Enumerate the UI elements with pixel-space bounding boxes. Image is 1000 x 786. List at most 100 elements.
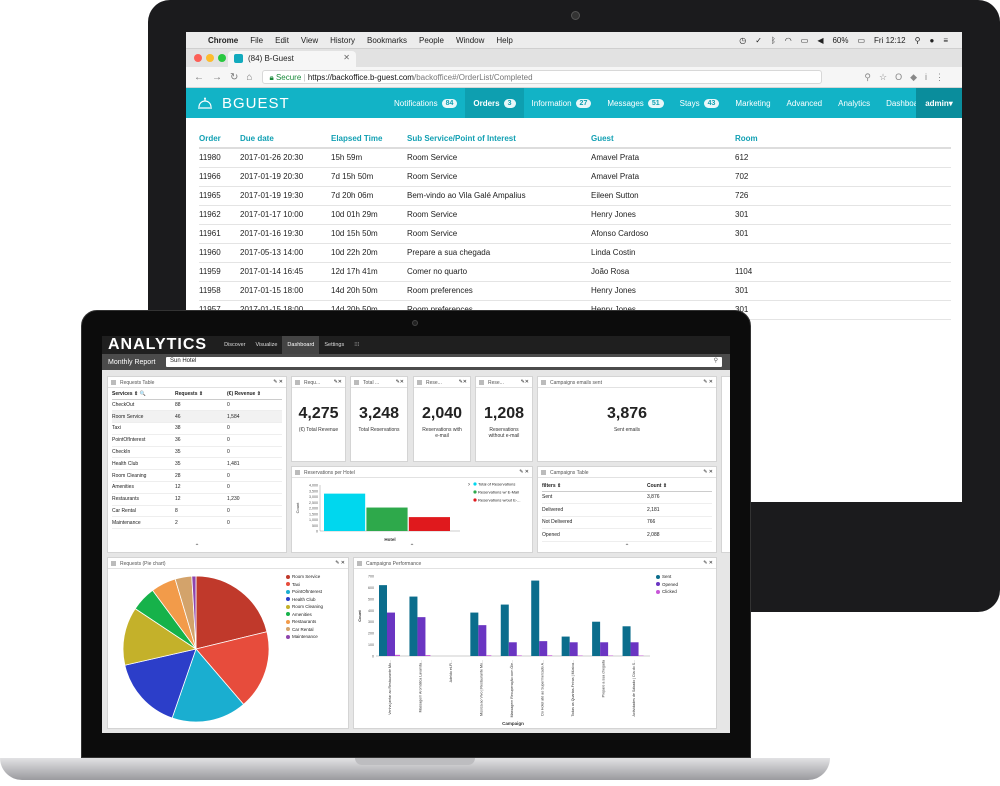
tab-dashboard[interactable]: Dashboard: [282, 336, 320, 354]
menu-people[interactable]: People: [419, 35, 444, 45]
table-row[interactable]: 11962 2017-01-17 10:00 10d 01h 29m Room Ser…: [199, 205, 951, 225]
col-elapsed[interactable]: Elapsed Time: [331, 130, 407, 149]
airplay-icon[interactable]: ▭: [800, 36, 809, 45]
table-row[interactable]: 11960 2017-05-13 14:00 10d 22h 20m Prepare …: [199, 243, 951, 263]
panel-controls-icon[interactable]: ✎✕: [395, 379, 404, 385]
menu-file[interactable]: File: [250, 35, 264, 45]
menu-history[interactable]: History: [330, 35, 356, 45]
tab-close-icon[interactable]: ✕: [343, 53, 350, 62]
brand-logo[interactable]: BGUEST: [196, 95, 290, 112]
col-revenue[interactable]: (€) Revenue ⇕: [227, 390, 282, 400]
col-count[interactable]: Count ⇕: [647, 482, 712, 492]
panel-controls-icon[interactable]: ✎ ✕: [703, 379, 713, 385]
col-room[interactable]: Room: [735, 130, 951, 149]
table-row[interactable]: 11958 2017-01-15 18:00 14d 20h 50m Room pre…: [199, 281, 951, 301]
legend-item[interactable]: Room Service: [286, 573, 348, 581]
expand-caret-icon[interactable]: ⌃: [624, 544, 630, 550]
expand-caret-icon[interactable]: ⌃: [409, 544, 415, 550]
menu-help[interactable]: Help: [496, 35, 513, 45]
close-window-button[interactable]: [194, 54, 202, 62]
extension-icons[interactable]: ⚲☆O◆i⋮: [864, 72, 952, 82]
panel-controls-icon[interactable]: ✎ ✕: [703, 469, 713, 475]
expand-caret-icon[interactable]: ⌃: [194, 544, 200, 550]
tab-apps[interactable]: ⁝⁝⁝: [354, 342, 360, 348]
nav-marketing[interactable]: Marketing: [727, 88, 778, 118]
home-icon[interactable]: ⌂: [246, 71, 253, 83]
table-row[interactable]: Delivered 2,181: [542, 503, 712, 517]
nav-dashboard[interactable]: Dashboard: [878, 88, 933, 118]
siri-icon[interactable]: ●: [929, 36, 935, 45]
battery-icon[interactable]: ▭: [857, 36, 866, 45]
nav-orders[interactable]: Orders 3: [465, 88, 524, 118]
table-row[interactable]: Amenities 12 0: [112, 481, 282, 494]
legend-item[interactable]: Restaurants: [286, 618, 348, 626]
table-row[interactable]: Car Rental 8 0: [112, 505, 282, 518]
nav-advanced[interactable]: Advanced: [779, 88, 831, 118]
spotlight-icon[interactable]: ⚲: [914, 36, 921, 45]
panel-controls-icon[interactable]: ✎ ✕: [335, 560, 345, 566]
volume-icon[interactable]: ◀: [817, 36, 824, 45]
dashboard-search-input[interactable]: Sun Hotel ⚲: [166, 357, 722, 367]
col-subservice[interactable]: Sub Service/Point of Interest: [407, 130, 591, 149]
panel-controls-icon[interactable]: ✎ ✕: [273, 379, 283, 385]
menu-view[interactable]: View: [300, 35, 319, 45]
notification-center-icon[interactable]: ≡: [943, 36, 948, 45]
table-row[interactable]: 11961 2017-01-16 19:30 10d 15h 50m Room Ser…: [199, 224, 951, 244]
table-row[interactable]: Sent 3,876: [542, 491, 712, 504]
legend-item[interactable]: Opened: [656, 581, 716, 589]
maximize-window-button[interactable]: [218, 54, 226, 62]
legend-item[interactable]: Amenities: [286, 611, 348, 619]
menu-app-name[interactable]: Chrome: [208, 35, 239, 45]
forward-icon[interactable]: →: [212, 71, 222, 83]
address-bar[interactable]: 🔒︎ Secure | https://backoffice.b-guest.c…: [262, 70, 823, 84]
table-row[interactable]: Restaurants 12 1,230: [112, 493, 282, 506]
search-icon[interactable]: ⚲: [713, 358, 718, 364]
menu-bookmarks[interactable]: Bookmarks: [367, 35, 408, 45]
legend-item[interactable]: Clicked: [656, 588, 716, 596]
table-row[interactable]: Maintenance 2 0: [112, 516, 282, 530]
table-row[interactable]: 11966 2017-01-19 20:30 7d 15h 50m Room Serv…: [199, 167, 951, 187]
legend-item[interactable]: Maintenance: [286, 633, 348, 641]
nav-information[interactable]: Information 27: [524, 88, 600, 118]
table-row[interactable]: 11980 2017-01-26 20:30 15h 59m Room Service…: [199, 148, 951, 168]
table-row[interactable]: Not Delivered 766: [542, 516, 712, 529]
col-services[interactable]: Services ⇕ 🔍: [112, 390, 175, 400]
minimize-window-button[interactable]: [206, 54, 214, 62]
col-due-date[interactable]: Due date: [240, 130, 331, 149]
legend-item[interactable]: Room Cleaning: [286, 603, 348, 611]
time-machine-icon[interactable]: ◷: [739, 36, 747, 45]
panel-controls-icon[interactable]: ✎✕: [458, 379, 467, 385]
nav-messages[interactable]: Messages 51: [599, 88, 671, 118]
nav-analytics[interactable]: Analytics: [830, 88, 878, 118]
table-row[interactable]: PointOfInterest 36 0: [112, 434, 282, 447]
panel-controls-icon[interactable]: ✎ ✕: [703, 560, 713, 566]
table-row[interactable]: CheckOut 88 0: [112, 399, 282, 412]
back-icon[interactable]: ←: [194, 71, 204, 83]
col-requests[interactable]: Requests ⇕: [175, 390, 227, 400]
table-row[interactable]: Room Cleaning 28 0: [112, 469, 282, 483]
legend-item[interactable]: Sent: [656, 573, 716, 581]
user-menu[interactable]: admin ▾: [916, 88, 962, 118]
table-row[interactable]: 11959 2017-01-14 16:45 12d 17h 41m Comer no…: [199, 262, 951, 282]
reload-icon[interactable]: ↻: [230, 71, 239, 83]
table-row[interactable]: Health Club 35 1,481: [112, 457, 282, 471]
menu-edit[interactable]: Edit: [275, 35, 289, 45]
menu-window[interactable]: Window: [455, 35, 485, 45]
tab-visualize[interactable]: Visualize: [255, 342, 278, 348]
bluetooth-icon[interactable]: ᛒ: [770, 36, 776, 45]
nav-stays[interactable]: Stays 43: [672, 88, 728, 118]
menubar-clock[interactable]: Fri 12:12: [874, 36, 906, 45]
tab-settings[interactable]: Settings: [324, 342, 345, 348]
legend-item[interactable]: PointOfInterest: [286, 588, 348, 596]
battery-percent[interactable]: 60%: [832, 36, 849, 45]
col-filters[interactable]: filters ⇕: [542, 482, 647, 492]
legend-item[interactable]: Health Club: [286, 596, 348, 604]
check-icon[interactable]: ✓: [755, 36, 762, 45]
browser-tab[interactable]: (84) B-Guest ✕: [228, 51, 356, 67]
table-row[interactable]: Opened 2,088: [542, 528, 712, 542]
legend-item[interactable]: Taxi: [286, 581, 348, 589]
wifi-icon[interactable]: ◠: [784, 36, 792, 45]
col-order[interactable]: Order: [199, 130, 240, 149]
nav-notifications[interactable]: Notifications 84: [386, 88, 465, 118]
legend-item[interactable]: Car Rental: [286, 626, 348, 634]
